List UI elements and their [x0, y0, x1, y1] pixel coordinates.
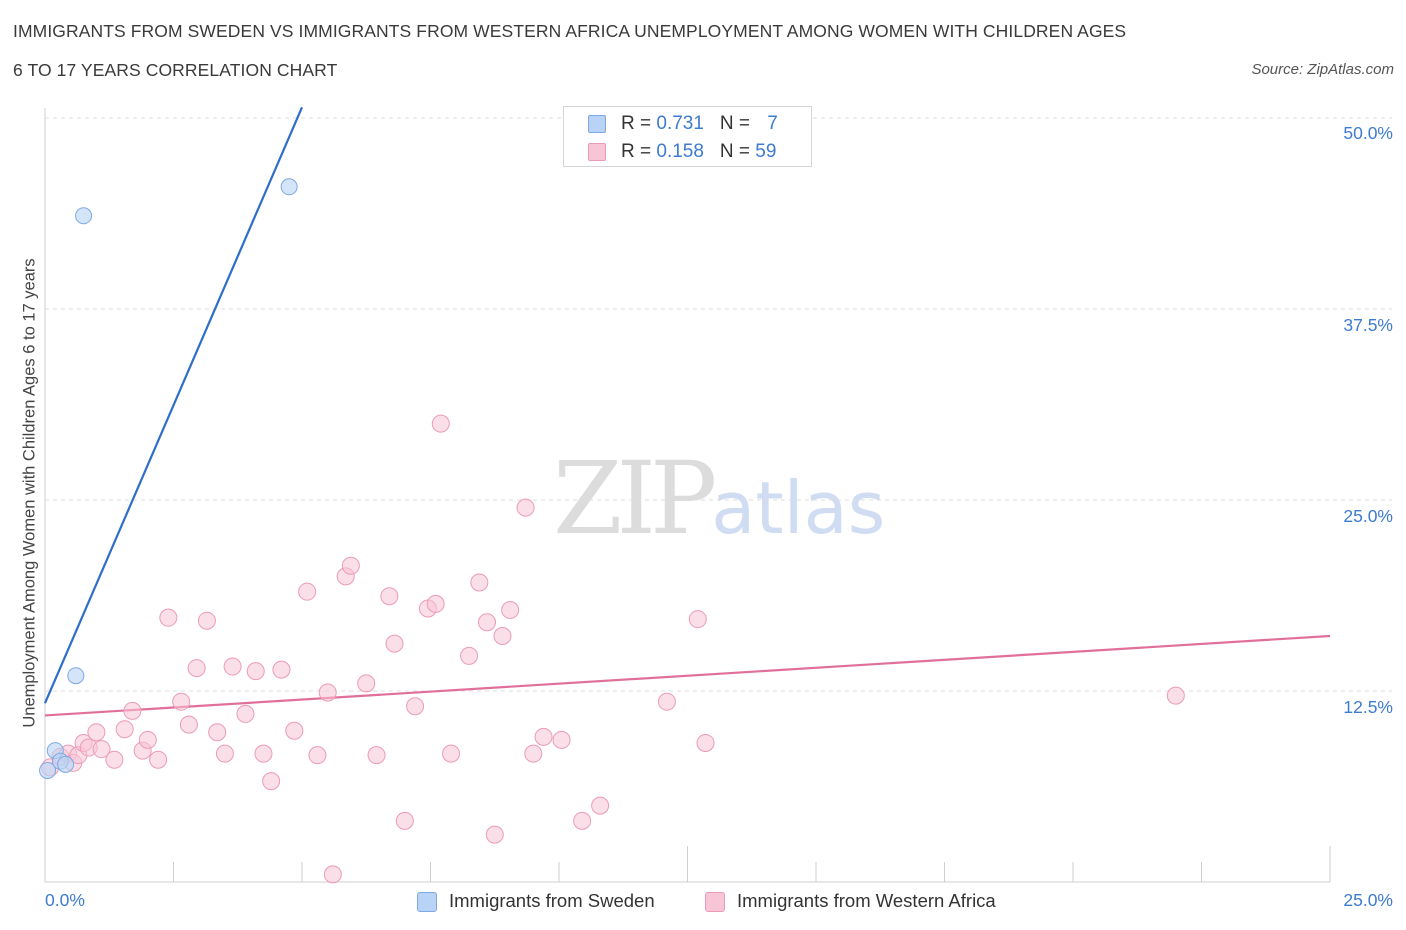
data-point-western-africa: [357, 674, 376, 693]
data-point-western-africa: [501, 601, 520, 620]
data-point-western-africa: [478, 613, 497, 632]
data-point-western-africa: [385, 634, 404, 653]
data-point-western-africa: [298, 582, 317, 601]
bottom-legend-swatch-sweden: [417, 892, 437, 912]
data-point-western-africa: [159, 608, 178, 627]
data-point-sweden: [280, 178, 298, 196]
data-point-western-africa: [591, 796, 610, 815]
data-point-western-africa: [215, 744, 234, 763]
data-point-western-africa: [573, 811, 592, 830]
data-point-western-africa: [92, 740, 111, 759]
data-point-western-africa: [149, 750, 168, 769]
data-point-western-africa: [341, 556, 360, 575]
axes: [44, 108, 1331, 883]
bottom-legend-label-sweden: Immigrants from Sweden: [449, 890, 655, 911]
trend-line-sweden: [43, 106, 304, 704]
data-points: [39, 178, 1185, 884]
data-point-western-africa: [470, 573, 489, 592]
data-point-western-africa: [179, 715, 198, 734]
data-point-western-africa: [246, 662, 265, 681]
data-point-western-africa: [442, 744, 461, 763]
data-point-western-africa: [1166, 686, 1185, 705]
watermark: ZIPatlas: [553, 440, 885, 557]
legend-n-value-sweden: 7: [767, 113, 778, 134]
data-point-western-africa: [534, 727, 553, 746]
legend-r-label: R =: [621, 141, 657, 162]
legend-r-value-sweden: 0.731: [656, 113, 704, 134]
data-point-western-africa: [208, 723, 227, 742]
data-point-western-africa: [223, 657, 242, 676]
data-point-western-africa: [552, 730, 571, 749]
data-point-western-africa: [380, 587, 399, 606]
data-point-western-africa: [236, 704, 255, 723]
watermark-atlas: atlas: [711, 466, 886, 550]
data-point-western-africa: [115, 720, 134, 739]
chart-title-line-2: 6 TO 17 YEARS CORRELATION CHART: [13, 60, 338, 80]
data-point-western-africa: [431, 414, 450, 433]
x-tick-label-min: 0.0%: [45, 890, 85, 910]
gridlines: [45, 117, 1392, 692]
data-point-western-africa: [516, 498, 535, 517]
data-point-sweden: [67, 667, 85, 685]
data-point-western-africa: [688, 610, 707, 629]
data-point-western-africa: [172, 692, 191, 711]
legend-swatch-western-africa: [588, 143, 606, 161]
data-point-western-africa: [254, 744, 273, 763]
data-point-western-africa: [123, 701, 142, 720]
data-point-western-africa: [285, 721, 304, 740]
data-point-western-africa: [493, 626, 512, 645]
data-point-western-africa: [696, 733, 715, 752]
source-label: Source: ZipAtlas.com: [1251, 61, 1394, 78]
data-point-western-africa: [323, 865, 342, 884]
trend-lines: [43, 106, 1331, 717]
data-point-western-africa: [105, 750, 124, 769]
data-point-western-africa: [395, 811, 414, 830]
data-point-western-africa: [657, 692, 676, 711]
data-point-sweden: [57, 755, 75, 773]
y-axis-label: Unemployment Among Women with Children A…: [20, 258, 39, 728]
y-tick-label-25: 25.0%: [1343, 506, 1393, 526]
legend-swatch-sweden: [588, 115, 606, 133]
y-tick-label-12-5: 12.5%: [1343, 697, 1393, 717]
y-tick-label-37-5: 37.5%: [1343, 315, 1393, 335]
legend-n-label: N =: [719, 141, 756, 162]
data-point-western-africa: [197, 611, 216, 630]
trend-line-western-africa: [44, 634, 1331, 717]
legend-n-value-western-africa: 59: [755, 141, 777, 162]
x-tick-label-max: 25.0%: [1343, 890, 1393, 910]
legend-r-value-western-africa: 0.158: [656, 141, 704, 162]
data-point-western-africa: [138, 730, 157, 749]
bottom-legend-label-western-africa: Immigrants from Western Africa: [737, 890, 996, 911]
data-point-western-africa: [318, 683, 337, 702]
data-point-western-africa: [308, 746, 327, 765]
legend-n-label: N =: [719, 113, 756, 134]
data-point-western-africa: [485, 825, 504, 844]
data-point-western-africa: [187, 659, 206, 678]
data-point-western-africa: [524, 744, 543, 763]
data-point-sweden: [75, 207, 93, 225]
watermark-zip: ZIP: [553, 440, 717, 557]
data-point-western-africa: [262, 772, 281, 791]
y-tick-label-50: 50.0%: [1343, 123, 1393, 143]
data-point-western-africa: [406, 697, 425, 716]
data-point-sweden: [39, 761, 57, 779]
correlation-legend: R = 0.731 N = 7 R = 0.158 N = 59: [563, 106, 812, 167]
bottom-legend-swatch-western-africa: [705, 892, 725, 912]
chart-title-line-1: IMMIGRANTS FROM SWEDEN VS IMMIGRANTS FRO…: [13, 21, 1127, 41]
data-point-western-africa: [87, 723, 106, 742]
data-point-western-africa: [460, 646, 479, 665]
data-point-western-africa: [426, 594, 445, 613]
data-point-western-africa: [367, 746, 386, 765]
legend-r-label: R =: [621, 113, 657, 134]
data-point-western-africa: [272, 660, 291, 679]
